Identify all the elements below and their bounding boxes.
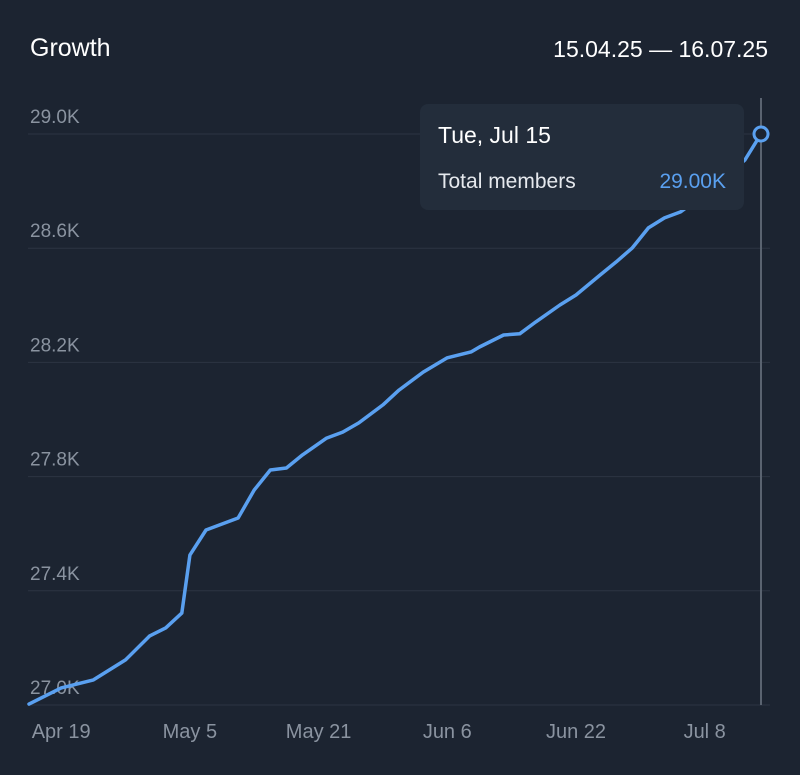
x-tick-label: Apr 19 <box>32 721 91 743</box>
date-range[interactable]: 15.04.25 — 16.07.25 <box>553 36 768 62</box>
y-tick-label: 28.6K <box>30 221 80 242</box>
x-tick-label: May 21 <box>286 721 352 743</box>
selected-point-marker <box>752 125 770 143</box>
y-tick-label: 29.0K <box>30 107 80 128</box>
x-tick-label: Jul 8 <box>684 721 726 743</box>
tooltip-date: Tue, Jul 15 <box>438 122 551 148</box>
series-line-total-members <box>27 132 763 706</box>
y-tick-label: 27.0K <box>30 678 80 699</box>
y-tick-label: 28.2K <box>30 335 80 356</box>
y-tick-label: 27.8K <box>30 450 80 471</box>
tooltip: Tue, Jul 15 Total members 29.00K <box>420 104 744 210</box>
x-tick-label: Jun 22 <box>546 721 606 743</box>
tooltip-label: Total members <box>438 170 576 193</box>
chart-title: Growth <box>30 34 111 62</box>
x-tick-label: Jun 6 <box>423 721 472 743</box>
y-tick-label: 27.4K <box>30 564 80 585</box>
tooltip-value: 29.00K <box>659 170 726 193</box>
x-tick-label: May 5 <box>163 721 217 743</box>
